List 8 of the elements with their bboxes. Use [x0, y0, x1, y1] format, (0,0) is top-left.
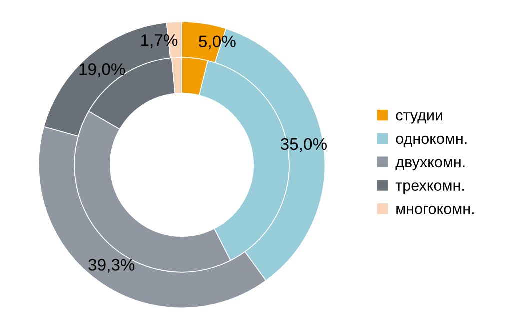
legend-label: трехкомн. — [396, 182, 464, 194]
legend-label: двухкомн. — [396, 159, 465, 171]
data-label: 35,0% — [280, 138, 327, 152]
legend-label: студии — [396, 112, 442, 124]
data-label: 39,3% — [88, 259, 135, 273]
data-label: 19,0% — [80, 64, 126, 78]
legend-label: многокомн. — [396, 206, 474, 214]
legend-label: однокомн. — [396, 136, 467, 148]
